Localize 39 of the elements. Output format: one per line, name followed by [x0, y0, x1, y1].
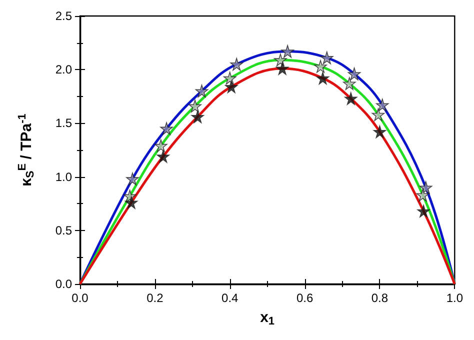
y-tick-label: 2.5 [55, 9, 72, 23]
point [124, 196, 138, 209]
point [230, 58, 244, 71]
point [417, 204, 430, 218]
point [276, 62, 289, 75]
point [419, 181, 432, 194]
point [281, 44, 294, 58]
y-tick-label: 1.5 [55, 116, 72, 130]
y-tick-label: 1.0 [55, 170, 72, 184]
point [224, 80, 238, 94]
point [160, 122, 173, 135]
y-tick-label: 0.5 [55, 223, 72, 238]
point [344, 92, 358, 105]
y-axis-title: κSE / TPa-1 [16, 114, 36, 186]
point [156, 150, 170, 163]
point [195, 84, 208, 98]
point [348, 67, 361, 80]
point [316, 72, 330, 85]
point [416, 188, 430, 202]
point [126, 172, 139, 186]
point [372, 108, 385, 122]
x-tick-label: 0.0 [72, 291, 89, 305]
point [373, 125, 386, 138]
point [320, 51, 334, 64]
point [342, 77, 356, 90]
x-tick-label: 0.2 [146, 291, 164, 305]
point [154, 139, 168, 152]
point [191, 110, 204, 124]
y-tick-label: 0.0 [55, 277, 72, 291]
point [188, 100, 202, 112]
x-tick-label: 0.8 [371, 291, 388, 305]
x-tick-label: 0.4 [222, 291, 239, 305]
point [223, 72, 236, 85]
y-tick-label: 2.0 [55, 62, 72, 77]
point [314, 60, 327, 73]
x-tick-label: 1.0 [446, 291, 464, 305]
x-tick-label: 0.6 [296, 291, 314, 305]
point [376, 98, 389, 112]
point [274, 54, 287, 66]
